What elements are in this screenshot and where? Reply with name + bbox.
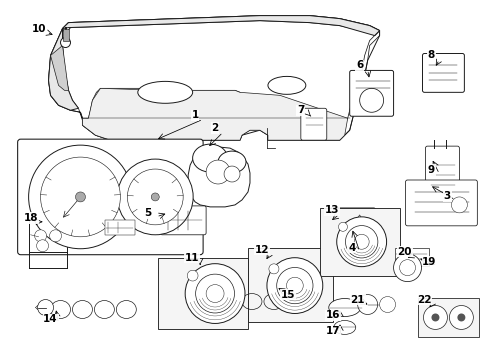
Circle shape	[127, 169, 183, 225]
Bar	[105, 220, 135, 235]
Bar	[158, 258, 247, 329]
Text: 16: 16	[325, 310, 339, 320]
Text: 9: 9	[427, 165, 434, 175]
Text: 5: 5	[144, 208, 152, 218]
FancyBboxPatch shape	[405, 180, 476, 226]
Circle shape	[61, 37, 70, 48]
Circle shape	[75, 192, 85, 202]
Circle shape	[35, 230, 46, 242]
Circle shape	[338, 222, 347, 231]
Text: 14: 14	[43, 314, 58, 324]
Text: 2: 2	[211, 123, 218, 133]
Circle shape	[393, 254, 421, 282]
Text: 20: 20	[396, 247, 411, 257]
Circle shape	[286, 277, 303, 294]
Circle shape	[379, 297, 395, 312]
Circle shape	[187, 270, 198, 281]
Ellipse shape	[138, 81, 192, 103]
Circle shape	[38, 300, 53, 315]
FancyBboxPatch shape	[349, 71, 393, 116]
Bar	[62, 28, 68, 41]
Text: 19: 19	[422, 257, 436, 267]
Polygon shape	[188, 147, 249, 207]
FancyBboxPatch shape	[422, 54, 464, 92]
Text: 15: 15	[280, 289, 295, 300]
Text: 8: 8	[427, 50, 434, 60]
FancyBboxPatch shape	[18, 139, 203, 255]
Ellipse shape	[267, 76, 305, 94]
Circle shape	[195, 274, 234, 313]
Text: 1: 1	[191, 110, 198, 120]
Circle shape	[224, 166, 240, 182]
Text: 12: 12	[254, 245, 269, 255]
Circle shape	[268, 264, 278, 274]
FancyBboxPatch shape	[160, 206, 205, 235]
Circle shape	[359, 88, 383, 112]
Circle shape	[37, 240, 48, 252]
Text: 22: 22	[416, 294, 431, 305]
Text: 18: 18	[23, 213, 38, 223]
Bar	[247, 248, 332, 323]
Bar	[319, 208, 399, 276]
Polygon shape	[82, 88, 347, 140]
Circle shape	[29, 145, 132, 249]
FancyBboxPatch shape	[300, 108, 326, 140]
Text: 3: 3	[443, 191, 450, 201]
Circle shape	[205, 160, 229, 184]
Polygon shape	[339, 215, 375, 245]
Bar	[394, 248, 428, 266]
Circle shape	[448, 306, 472, 329]
Ellipse shape	[333, 320, 355, 334]
Circle shape	[185, 264, 244, 323]
Circle shape	[266, 258, 322, 314]
Circle shape	[205, 285, 224, 302]
Circle shape	[41, 157, 120, 237]
Polygon shape	[48, 28, 78, 110]
Text: 6: 6	[355, 60, 363, 71]
Text: 4: 4	[347, 243, 355, 253]
Circle shape	[289, 271, 303, 285]
Text: 17: 17	[325, 327, 339, 336]
Circle shape	[399, 260, 415, 276]
Bar	[417, 298, 478, 337]
FancyBboxPatch shape	[425, 146, 458, 202]
Circle shape	[49, 230, 61, 242]
Bar	[29, 220, 66, 252]
Circle shape	[450, 197, 467, 213]
FancyBboxPatch shape	[329, 208, 375, 250]
Circle shape	[353, 234, 368, 249]
Circle shape	[423, 306, 447, 329]
Circle shape	[456, 314, 465, 321]
Polygon shape	[62, 15, 379, 36]
Polygon shape	[50, 45, 68, 90]
Circle shape	[345, 226, 377, 258]
Text: 11: 11	[184, 253, 199, 263]
Ellipse shape	[328, 298, 360, 316]
Text: 7: 7	[297, 105, 304, 115]
Circle shape	[430, 314, 439, 321]
Polygon shape	[48, 15, 379, 140]
Circle shape	[357, 294, 377, 315]
Ellipse shape	[218, 151, 245, 173]
Ellipse shape	[192, 144, 227, 172]
Circle shape	[117, 159, 193, 235]
Circle shape	[151, 193, 159, 201]
Circle shape	[336, 217, 386, 267]
Text: 10: 10	[31, 24, 46, 33]
Text: 21: 21	[350, 294, 364, 305]
Text: 13: 13	[324, 205, 338, 215]
Circle shape	[276, 267, 312, 304]
